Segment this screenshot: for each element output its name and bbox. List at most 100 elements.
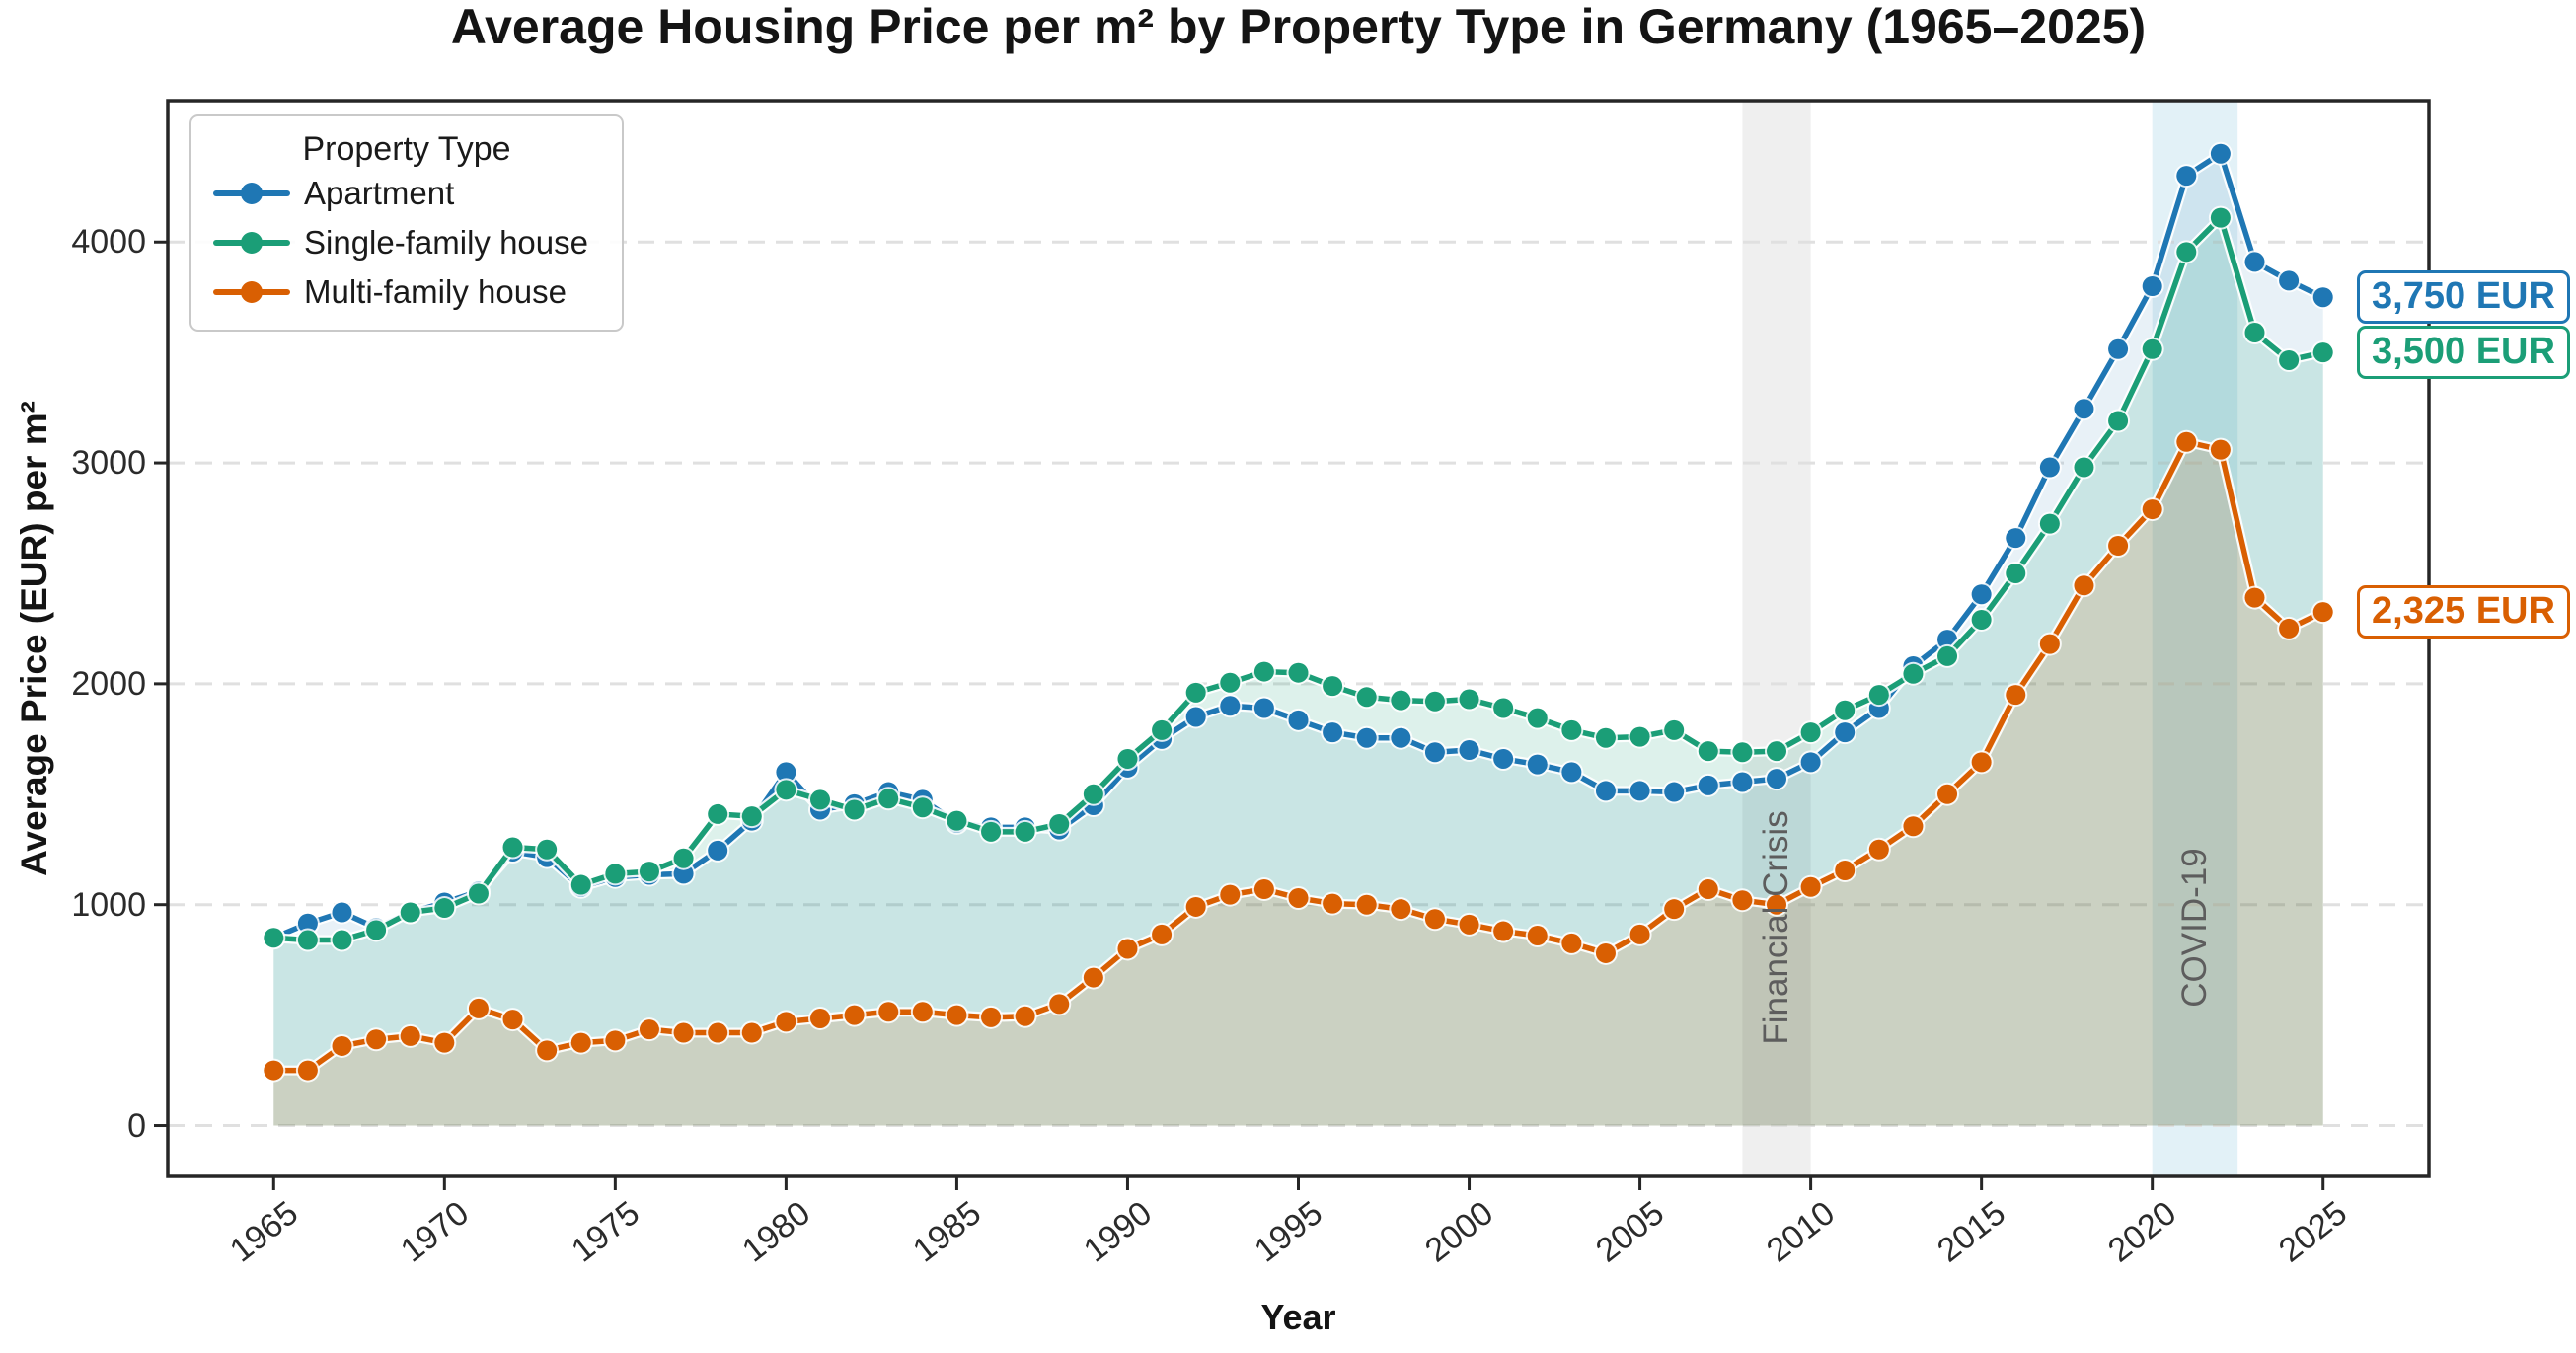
marker-single-family-house-1998 bbox=[1391, 690, 1411, 711]
marker-apartment-2022 bbox=[2210, 143, 2231, 164]
marker-multi-family-house-1987 bbox=[1015, 1006, 1035, 1026]
marker-single-family-house-1999 bbox=[1424, 691, 1445, 712]
marker-apartment-2000 bbox=[1459, 740, 1479, 761]
marker-multi-family-house-2021 bbox=[2176, 431, 2197, 452]
marker-apartment-2009 bbox=[1767, 769, 1787, 789]
legend-dot-icon bbox=[241, 183, 263, 204]
marker-apartment-1994 bbox=[1253, 698, 1274, 718]
legend-label: Single-family house bbox=[304, 224, 588, 261]
y-tick-label-0: 0 bbox=[127, 1106, 146, 1145]
marker-apartment-1967 bbox=[332, 902, 352, 923]
marker-single-family-house-1997 bbox=[1356, 687, 1377, 708]
marker-single-family-house-2004 bbox=[1595, 727, 1616, 748]
y-tick-label-3000: 3000 bbox=[71, 444, 146, 483]
marker-single-family-house-2013 bbox=[1903, 663, 1924, 684]
marker-multi-family-house-1979 bbox=[741, 1022, 762, 1043]
marker-single-family-house-2006 bbox=[1664, 719, 1685, 740]
marker-multi-family-house-2023 bbox=[2244, 587, 2265, 608]
marker-multi-family-house-2012 bbox=[1868, 839, 1889, 860]
marker-single-family-house-2020 bbox=[2142, 338, 2162, 359]
marker-multi-family-house-1967 bbox=[332, 1035, 352, 1056]
marker-apartment-1995 bbox=[1288, 710, 1309, 730]
marker-apartment-2005 bbox=[1629, 781, 1650, 801]
marker-apartment-1966 bbox=[297, 913, 318, 934]
marker-single-family-house-2001 bbox=[1493, 698, 1514, 718]
marker-multi-family-house-1983 bbox=[878, 1002, 899, 1022]
marker-multi-family-house-1994 bbox=[1253, 879, 1274, 900]
marker-single-family-house-2023 bbox=[2244, 323, 2265, 343]
marker-apartment-2003 bbox=[1561, 762, 1582, 783]
y-tick-label-1000: 1000 bbox=[71, 885, 146, 924]
marker-single-family-house-1986 bbox=[981, 821, 1002, 842]
marker-multi-family-house-2013 bbox=[1903, 816, 1924, 837]
marker-apartment-2007 bbox=[1698, 775, 1718, 795]
legend-marker-icon bbox=[213, 231, 290, 255]
marker-multi-family-house-1972 bbox=[502, 1010, 523, 1030]
band-label-financial-crisis: Financial Crisis bbox=[1757, 810, 1795, 1045]
marker-single-family-house-1973 bbox=[537, 839, 558, 860]
legend-dot-icon bbox=[241, 232, 263, 254]
marker-single-family-house-2016 bbox=[2006, 563, 2026, 583]
marker-apartment-1980 bbox=[776, 762, 796, 783]
marker-single-family-house-1984 bbox=[912, 797, 933, 818]
marker-single-family-house-1981 bbox=[809, 789, 830, 810]
marker-multi-family-house-2018 bbox=[2074, 575, 2094, 596]
marker-multi-family-house-2014 bbox=[1937, 784, 1958, 804]
end-label-multi-family-house: 2,325 EUR bbox=[2357, 585, 2570, 639]
marker-apartment-1998 bbox=[1391, 727, 1411, 748]
marker-single-family-house-1985 bbox=[947, 810, 967, 831]
marker-single-family-house-1977 bbox=[673, 848, 694, 868]
legend-item-apartment: Apartment bbox=[191, 169, 622, 218]
marker-multi-family-house-1999 bbox=[1424, 909, 1445, 930]
marker-multi-family-house-2019 bbox=[2108, 535, 2129, 556]
marker-single-family-house-1968 bbox=[366, 920, 387, 940]
marker-single-family-house-2021 bbox=[2176, 242, 2197, 263]
marker-single-family-house-1965 bbox=[264, 928, 284, 948]
legend: Property Type Apartment Single-family hou… bbox=[189, 114, 624, 332]
marker-apartment-2001 bbox=[1493, 748, 1514, 769]
chart-title: Average Housing Price per m² by Property… bbox=[450, 0, 2147, 54]
marker-multi-family-house-1974 bbox=[570, 1032, 591, 1053]
marker-multi-family-house-1975 bbox=[605, 1030, 626, 1051]
marker-multi-family-house-2003 bbox=[1561, 933, 1582, 953]
marker-multi-family-house-1970 bbox=[434, 1032, 455, 1053]
marker-apartment-2020 bbox=[2142, 276, 2162, 297]
marker-apartment-2004 bbox=[1595, 781, 1616, 801]
marker-multi-family-house-1969 bbox=[400, 1025, 420, 1046]
marker-multi-family-house-2001 bbox=[1493, 921, 1514, 941]
marker-multi-family-house-2010 bbox=[1800, 876, 1821, 897]
marker-apartment-2018 bbox=[2074, 399, 2094, 419]
marker-apartment-2019 bbox=[2108, 338, 2129, 359]
marker-single-family-house-1982 bbox=[844, 799, 865, 820]
marker-multi-family-house-2017 bbox=[2039, 634, 2060, 654]
legend-item-multi-family-house: Multi-family house bbox=[191, 267, 622, 317]
marker-single-family-house-1971 bbox=[468, 883, 489, 904]
marker-multi-family-house-1978 bbox=[708, 1022, 728, 1043]
marker-single-family-house-1994 bbox=[1253, 661, 1274, 682]
marker-single-family-house-2018 bbox=[2074, 457, 2094, 478]
event-band-covid-19 bbox=[2152, 101, 2238, 1176]
marker-apartment-2011 bbox=[1835, 722, 1856, 743]
marker-apartment-1992 bbox=[1185, 707, 1206, 727]
marker-multi-family-house-2006 bbox=[1664, 899, 1685, 920]
marker-multi-family-house-1971 bbox=[468, 998, 489, 1018]
marker-apartment-2010 bbox=[1800, 752, 1821, 773]
marker-single-family-house-1967 bbox=[332, 930, 352, 950]
legend-items: Apartment Single-family house Multi-family… bbox=[191, 169, 622, 317]
marker-multi-family-house-1989 bbox=[1083, 967, 1103, 988]
marker-apartment-1996 bbox=[1323, 722, 1343, 743]
marker-single-family-house-1996 bbox=[1323, 676, 1343, 697]
marker-apartment-2024 bbox=[2279, 270, 2300, 291]
marker-single-family-house-2003 bbox=[1561, 719, 1582, 740]
marker-multi-family-house-2002 bbox=[1527, 926, 1548, 946]
marker-single-family-house-2014 bbox=[1937, 645, 1958, 666]
marker-single-family-house-2017 bbox=[2039, 513, 2060, 534]
marker-multi-family-house-2009 bbox=[1767, 894, 1787, 915]
marker-single-family-house-1980 bbox=[776, 780, 796, 800]
area-fill-multi-family-house bbox=[273, 441, 2323, 1126]
marker-apartment-2025 bbox=[2312, 287, 2333, 308]
marker-multi-family-house-1977 bbox=[673, 1022, 694, 1043]
marker-apartment-2023 bbox=[2244, 252, 2265, 272]
